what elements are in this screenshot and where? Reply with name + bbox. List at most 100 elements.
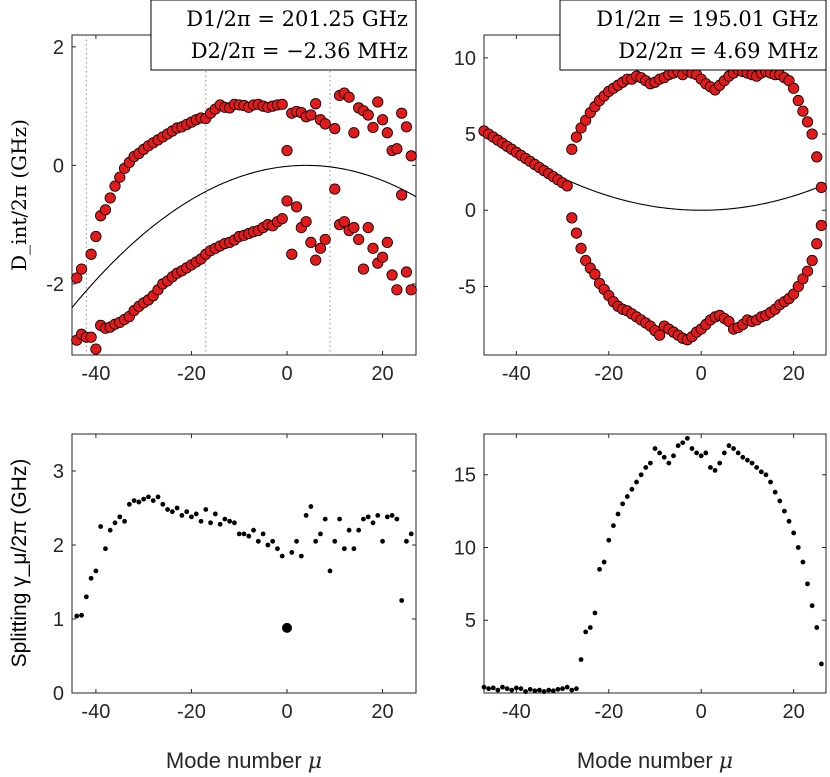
top-right-annotation-line-2: D2/2π = 4.69 MHz [618,39,818,63]
bottom-right-point [587,625,593,630]
top-left-point [367,242,379,254]
top-left-point [405,284,417,296]
top-left-point [75,263,88,275]
bottom-right-point [592,610,598,616]
bottom-right-axes-frame [483,433,827,694]
bottom-right-point [541,689,547,694]
bottom-right-point [509,687,515,693]
top-left-point [381,127,393,139]
bottom-left-point [298,553,304,559]
top-left-point [338,216,350,228]
bottom-right-point [745,457,750,463]
bottom-right-point [537,687,542,693]
bottom-left-point [112,520,118,526]
bottom-right-point [550,688,556,694]
bottom-left-point [356,527,362,533]
bottom-left-point [155,494,161,500]
bottom-right-point [758,469,764,475]
top-left-xtick-label: -20 [177,363,206,385]
bottom-left-point [212,511,218,517]
bottom-right-ytick-label: 5 [465,610,476,632]
bottom-left-point [150,498,156,503]
bottom-right-point [555,686,561,692]
top-right-point [811,238,823,250]
bottom-left-point [399,598,405,603]
top-left-point [85,331,97,343]
bottom-right-point [583,629,589,635]
bottom-left-point [193,511,199,517]
bottom-left-point [141,496,147,502]
top-left-point [286,248,298,260]
bottom-left-point [232,520,237,526]
bottom-right-point [818,661,824,667]
bottom-right-point [782,508,787,514]
top-right-point [801,116,814,128]
bottom-right-point [680,440,686,446]
bottom-right-point [795,545,801,550]
bottom-right-point [661,454,667,460]
bottom-left-point [289,550,295,555]
top-left-point [310,98,322,110]
bottom-right-point [754,465,760,470]
top-right-point [788,82,800,94]
top-left-point [281,195,293,207]
top-left-ytick-label: 0 [53,155,64,177]
bottom-right-plot: -40 -20 0 20 5 10 15 [454,434,826,723]
bottom-right-xtick-label: -40 [502,701,531,723]
top-left-point [276,213,288,225]
top-right-point [566,212,578,224]
bottom-right-point [814,625,820,630]
bottom-left-point [174,505,180,511]
top-right-plot: -40 -20 0 20 -5 0 5 10 [454,35,827,385]
bottom-left-highlight-point [282,622,292,633]
bottom-right-point [749,460,755,466]
top-left-point [343,91,355,103]
bottom-left-xtick-label: -40 [81,701,110,723]
bottom-left-point [203,507,209,512]
top-right-point [570,131,583,143]
top-right-point [815,219,827,232]
bottom-left-ytick-label: 0 [53,683,64,705]
top-left-annotation-box [150,0,417,71]
bottom-left-point [165,507,170,512]
bottom-right-point [684,435,690,441]
bottom-left-point [389,513,395,518]
top-left-point [104,192,116,204]
top-left-point [400,121,413,133]
bottom-right-point [611,523,616,529]
bottom-right-point [490,685,496,691]
top-left-point [276,98,288,110]
bottom-left-point [394,516,400,522]
top-left-point [396,189,408,201]
top-right-point [797,105,809,117]
bottom-right-point [615,511,621,517]
top-right-ytick-label: 0 [465,200,476,222]
bottom-left-point [236,531,242,537]
bottom-right-point [574,686,579,692]
bottom-right-point [721,450,727,456]
top-right-point [654,329,666,341]
top-right-point [570,227,583,239]
top-right-point [801,265,814,277]
bottom-right-point [805,581,810,587]
bottom-right-point [643,465,649,470]
bottom-right-point [786,518,792,524]
bottom-right-xlabel-symbol: μ [719,749,733,774]
top-left-axes-frame [71,34,417,356]
bottom-left-point [241,531,247,537]
bottom-right-point [703,450,709,456]
top-right-axes-frame [483,34,827,356]
top-left-point [290,201,303,213]
bottom-left-point [251,527,256,533]
top-left-xtick-label: 20 [371,363,393,385]
top-right-point [806,128,818,140]
bottom-right-point [731,446,736,451]
bottom-left-point [404,538,409,544]
bottom-left-xtick-label: 0 [281,701,292,723]
bottom-right-xlabel: Mode number μ [577,748,733,774]
bottom-left-point [74,613,80,619]
bottom-left-point [408,531,414,537]
bottom-left-ytick-label: 3 [53,461,64,483]
top-left-ytick-label: -2 [46,274,64,296]
